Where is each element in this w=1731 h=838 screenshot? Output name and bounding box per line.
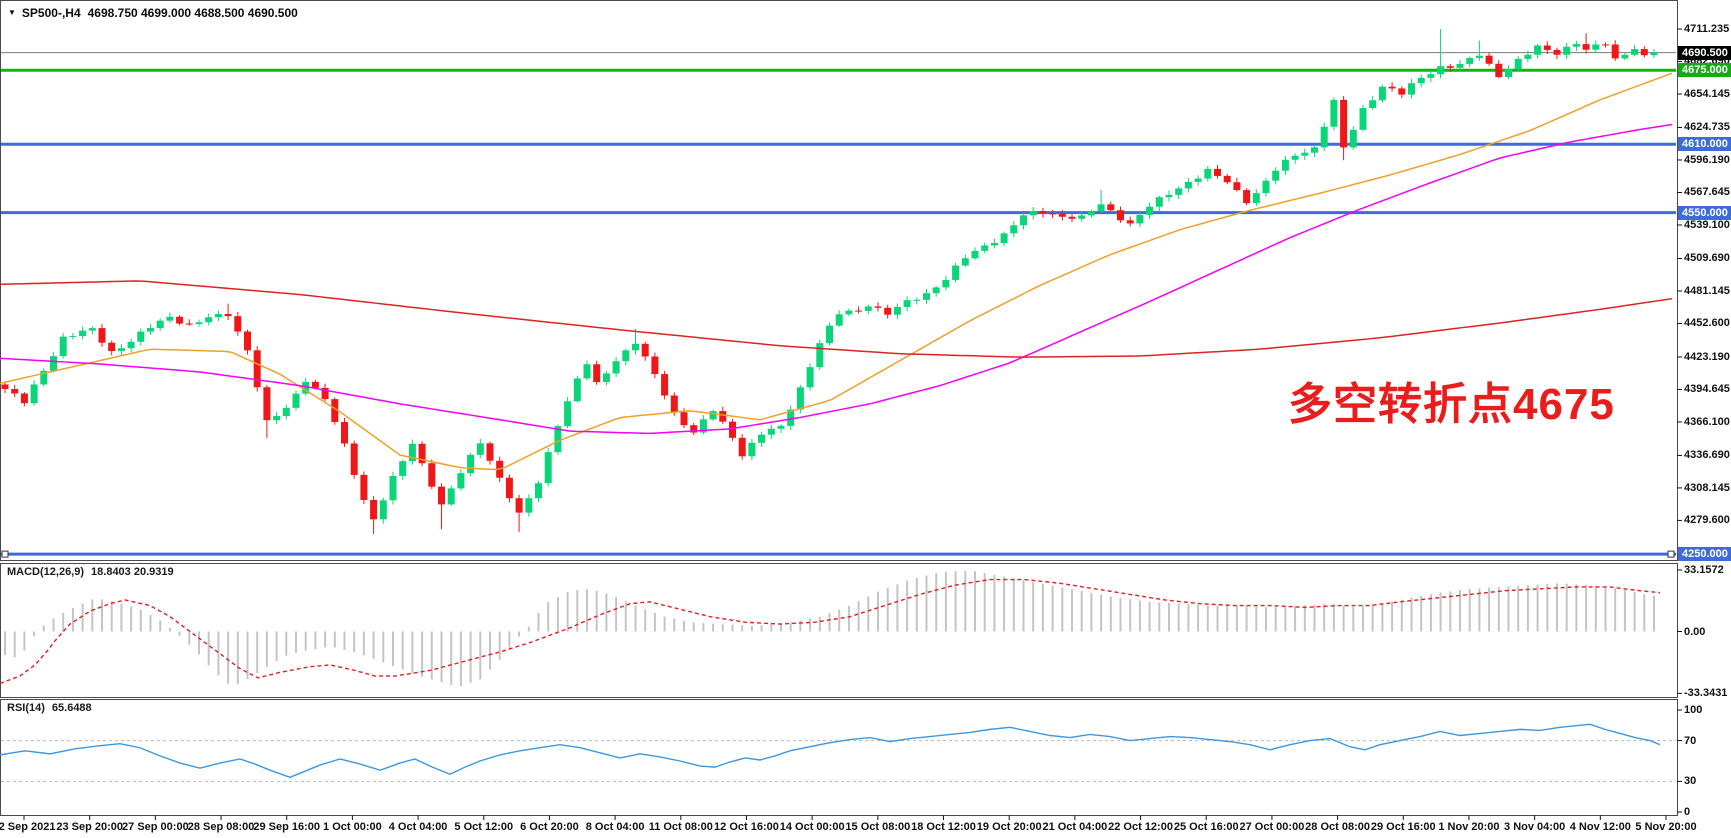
rsi-indicator-label: RSI(14) 65.6488 <box>7 702 92 714</box>
rsi-panel-frame <box>0 699 1678 816</box>
time-axis-label: 1 Nov 20:00 <box>1438 821 1500 833</box>
line-selection-handle[interactable] <box>1667 550 1675 558</box>
price-badge-blue-level-selected: 4250.000 <box>1678 547 1731 562</box>
time-axis-label: 25 Oct 16:00 <box>1173 821 1239 833</box>
time-axis-label: 29 Sep 16:00 <box>253 821 321 833</box>
time-axis-label: 18 Oct 12:00 <box>911 821 976 833</box>
rsi-scale-label: 70 <box>1684 734 1697 747</box>
rsi-value: 65.6488 <box>51 702 92 714</box>
rsi-line <box>0 723 1661 779</box>
rsi-scale-label: 100 <box>1684 704 1703 716</box>
annotation-text: 多空转折点4675 <box>1288 380 1615 429</box>
price-axis-label: 4423.190 <box>1684 350 1730 363</box>
ma-slow-line <box>0 280 1673 358</box>
price-axis-label: 4509.690 <box>1684 252 1730 265</box>
price-badge-green-level: 4675.000 <box>1678 63 1731 78</box>
time-axis-label: 19 Oct 20:00 <box>976 821 1042 833</box>
rsi-scale-label: 30 <box>1684 775 1697 788</box>
time-axis-label: 11 Oct 08:00 <box>648 821 713 833</box>
time-axis-label: 4 Oct 04:00 <box>388 821 448 833</box>
time-axis-label: 23 Sep 20:00 <box>56 821 123 833</box>
price-axis-label: 4539.100 <box>1684 218 1730 231</box>
time-axis-label: 29 Oct 16:00 <box>1370 821 1436 833</box>
price-axis-label: 4481.145 <box>1684 284 1730 297</box>
macd-scale-label: 0.00 <box>1684 625 1706 638</box>
time-axis-label: 27 Oct 00:00 <box>1239 821 1305 833</box>
ohlc-values: 4698.750 4699.000 4688.500 4690.500 <box>87 6 298 20</box>
price-axis-label: 4596.190 <box>1684 153 1730 166</box>
macd-values: 18.8403 20.9319 <box>91 566 174 578</box>
time-axis-label: 27 Sep 00:00 <box>122 821 189 833</box>
price-axis-label: 4452.600 <box>1684 317 1730 330</box>
time-axis-label: 21 Oct 04:00 <box>1042 821 1108 833</box>
time-axis-label: 15 Oct 08:00 <box>845 821 911 833</box>
price-axis-label: 4624.735 <box>1684 121 1730 134</box>
rsi-name: RSI(14) <box>7 702 45 714</box>
rsi-scale-label: 0 <box>1684 806 1691 818</box>
time-axis-label: 12 Oct 16:00 <box>714 821 779 833</box>
time-axis-label: 5 Nov 20:00 <box>1635 821 1697 833</box>
price-badge-blue-level: 4610.000 <box>1678 137 1731 152</box>
time-axis-label: 5 Oct 12:00 <box>454 821 514 833</box>
macd-signal-line <box>0 578 1661 685</box>
time-axis-label: 28 Oct 08:00 <box>1305 821 1371 833</box>
macd-name: MACD(12,26,9) <box>7 566 85 578</box>
price-axis-label: 4336.690 <box>1684 449 1730 462</box>
time-axis-label: 22 Oct 12:00 <box>1108 821 1173 833</box>
time-axis-label: 3 Nov 04:00 <box>1504 821 1566 833</box>
price-badge-current-price: 4690.500 <box>1678 45 1731 60</box>
axis-ticks <box>23 28 1682 820</box>
time-axis-label: 28 Sep 08:00 <box>187 821 255 833</box>
macd-scale-label: 33.1572 <box>1684 563 1724 576</box>
time-axis-label: 6 Oct 20:00 <box>520 821 579 833</box>
chart-title: ▼ SP500-,H4 4698.750 4699.000 4688.500 469… <box>8 6 298 20</box>
price-axis-label: 4711.235 <box>1684 23 1730 35</box>
macd-indicator-label: MACD(12,26,9) 18.8403 20.9319 <box>7 566 174 578</box>
macd-histogram <box>4 570 1655 687</box>
price-axis-label: 4394.645 <box>1684 383 1730 396</box>
price-axis-label: 4366.100 <box>1684 415 1730 428</box>
time-axis-label: 1 Oct 00:00 <box>323 821 382 833</box>
time-axis-label: 8 Oct 04:00 <box>585 821 645 833</box>
price-badge-blue-level: 4550.000 <box>1678 205 1731 220</box>
time-axis-label: 14 Oct 00:00 <box>779 821 845 833</box>
time-axis-label: 4 Nov 12:00 <box>1569 821 1631 833</box>
line-selection-handle[interactable] <box>1 550 9 558</box>
price-axis-label: 4567.645 <box>1684 186 1730 199</box>
symbol-dropdown-icon[interactable]: ▼ <box>8 8 16 17</box>
main-panel-frame <box>0 0 1678 561</box>
symbol-timeframe: SP500-,H4 <box>21 6 81 20</box>
price-axis-label: 4308.145 <box>1684 481 1730 494</box>
candlesticks <box>1 29 1658 535</box>
ma-mid-line <box>0 123 1673 435</box>
macd-panel-frame <box>0 563 1678 698</box>
price-axis-label: 4279.600 <box>1684 514 1730 527</box>
ma-fast-line <box>0 72 1673 471</box>
macd-scale-label: -33.3431 <box>1684 687 1728 700</box>
time-axis-label: 22 Sep 2021 <box>0 821 56 833</box>
price-axis-label: 4654.145 <box>1684 87 1730 100</box>
